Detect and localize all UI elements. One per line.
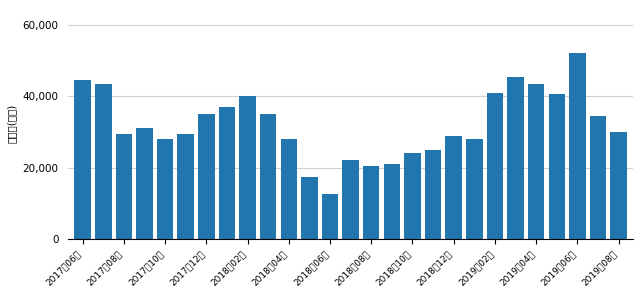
Bar — [157, 139, 173, 239]
Bar — [383, 164, 400, 239]
Bar — [260, 114, 276, 239]
Bar — [280, 139, 297, 239]
Bar — [116, 134, 132, 239]
Bar — [486, 93, 503, 239]
Bar — [219, 107, 235, 239]
Bar — [239, 96, 256, 239]
Bar — [322, 194, 339, 239]
Bar — [508, 76, 524, 239]
Bar — [569, 54, 586, 239]
Bar — [425, 150, 442, 239]
Bar — [342, 161, 359, 239]
Bar — [95, 84, 111, 239]
Bar — [301, 177, 317, 239]
Bar — [404, 153, 420, 239]
Bar — [74, 80, 91, 239]
Bar — [590, 116, 606, 239]
Bar — [528, 84, 545, 239]
Bar — [548, 94, 565, 239]
Bar — [177, 134, 194, 239]
Bar — [466, 139, 483, 239]
Bar — [611, 132, 627, 239]
Bar — [363, 166, 380, 239]
Bar — [445, 136, 462, 239]
Bar — [198, 114, 214, 239]
Y-axis label: 거래량(건수): 거래량(건수) — [7, 103, 17, 143]
Bar — [136, 128, 153, 239]
